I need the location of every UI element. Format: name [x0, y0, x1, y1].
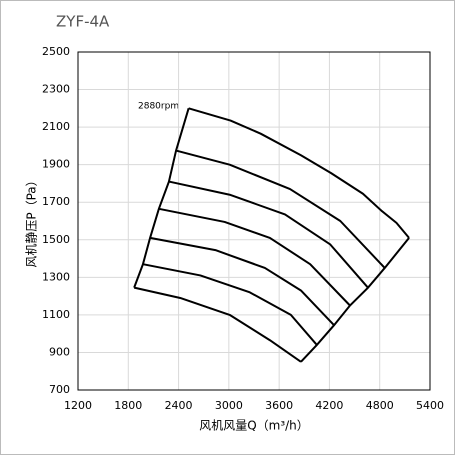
curve [158, 207, 351, 307]
boundary [133, 108, 190, 289]
plot-border [77, 51, 431, 391]
boundary [300, 237, 410, 363]
y-tick-label: 2500 [42, 45, 70, 58]
x-tick-label: 3600 [265, 399, 293, 412]
y-tick-label: 1100 [42, 308, 70, 321]
curve [149, 236, 335, 326]
y-tick-label: 700 [49, 383, 70, 396]
x-tick-label: 1800 [114, 399, 142, 412]
annotation: 2880rpm [138, 102, 179, 112]
x-axis-label: 风机风量Q（m³/h） [199, 419, 309, 433]
curve [188, 107, 410, 239]
x-tick-label: 4800 [366, 399, 394, 412]
y-tick-label: 1500 [42, 233, 70, 246]
x-tick-label: 3000 [215, 399, 243, 412]
chart-title: ZYF-4A [56, 13, 110, 31]
y-axis-label: 风机静压P（Pa） [25, 174, 39, 267]
y-tick-label: 2300 [42, 83, 70, 96]
curve [168, 180, 369, 289]
x-tick-label: 5400 [416, 399, 444, 412]
y-tick-label: 2100 [42, 120, 70, 133]
curve [133, 286, 302, 363]
y-tick-label: 1900 [42, 158, 70, 171]
x-tick-label: 1200 [64, 399, 92, 412]
curve [142, 263, 318, 346]
y-tick-label: 1300 [42, 270, 70, 283]
y-tick-label: 1700 [42, 195, 70, 208]
curve [175, 149, 386, 269]
y-tick-label: 900 [49, 345, 70, 358]
x-tick-label: 4200 [315, 399, 343, 412]
x-tick-label: 2400 [165, 399, 193, 412]
